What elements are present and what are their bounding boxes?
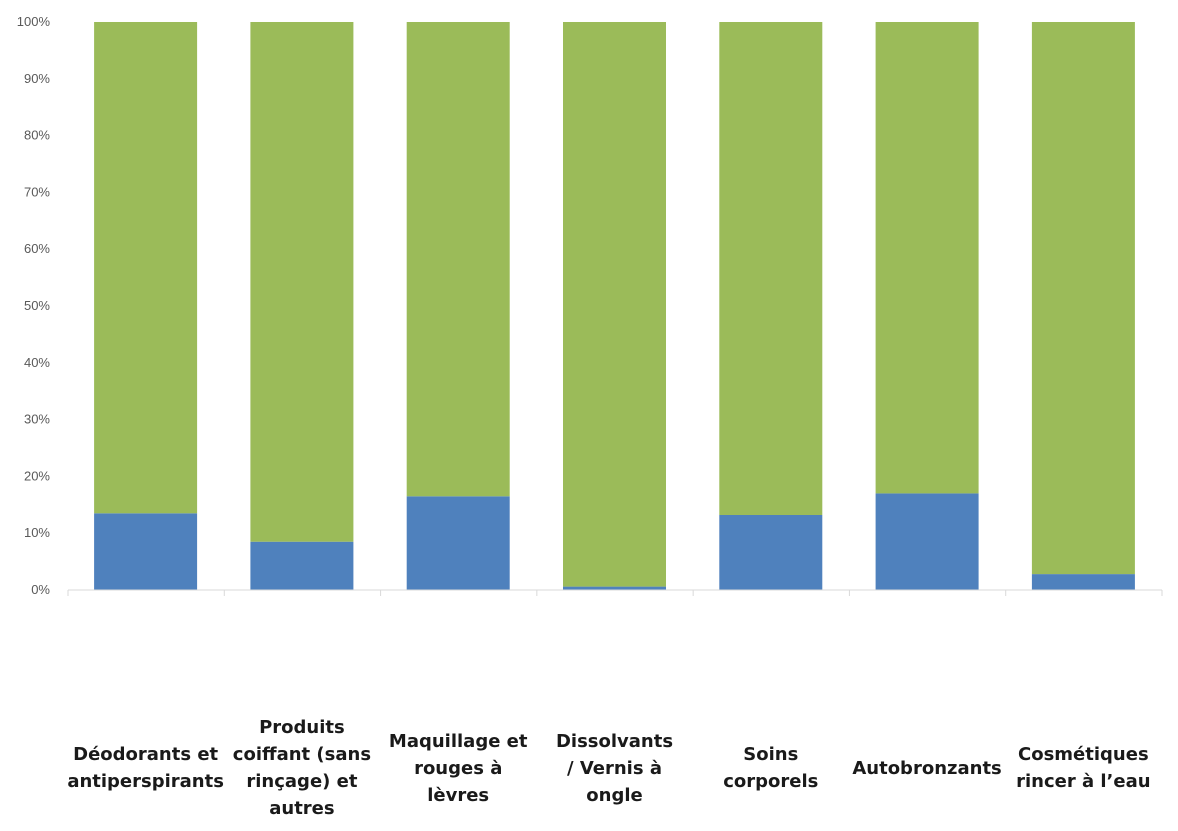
y-tick-label: 30% xyxy=(24,412,50,427)
x-category-label: Dissolvants / Vernis à ongle xyxy=(530,728,700,809)
x-axis-ticks xyxy=(67,590,1163,596)
x-category-label-line: rinçage) et xyxy=(246,771,358,792)
bar-segment-series-1 xyxy=(1031,574,1135,590)
x-category-label-line: antiperspirants xyxy=(67,771,224,792)
x-category-label: Maquillage et rouges à lèvres xyxy=(373,728,543,809)
x-category-label-line: lèvres xyxy=(427,784,490,806)
x-category-label: Déodorants et antiperspirants xyxy=(61,741,231,795)
y-tick-label: 40% xyxy=(24,355,50,370)
y-tick-label: 70% xyxy=(24,184,50,199)
x-category-label-line: Déodorants et xyxy=(73,744,219,765)
y-tick-label: 10% xyxy=(24,525,50,540)
bar-segment-series-1 xyxy=(875,493,979,590)
y-tick-label: 0% xyxy=(31,582,50,597)
bar-segment-series-2 xyxy=(875,22,979,494)
x-category-label-line: Maquillage et xyxy=(388,730,528,752)
bar-segment-series-2 xyxy=(250,22,354,542)
bar-segment-series-2 xyxy=(94,22,198,514)
x-category-label-line: Soins xyxy=(743,744,799,765)
x-category-label-line: Produits xyxy=(259,717,345,738)
x-category-label-line: rincer à l’eau xyxy=(1016,771,1151,792)
x-category-label-line: Autobronzants xyxy=(852,757,1002,779)
x-category-label-line: coiffant (sans xyxy=(232,744,372,765)
bar-segment-series-1 xyxy=(94,513,198,590)
bar-segment-series-1 xyxy=(563,586,666,590)
bar-segment-series-1 xyxy=(719,515,823,590)
x-category-label: Cosmétiques rincer à l’eau xyxy=(998,741,1168,795)
bar-segment-series-2 xyxy=(406,22,510,497)
x-category-label-line: Dissolvants xyxy=(555,730,674,752)
x-category-label-line: / Vernis à xyxy=(567,757,662,779)
bar-segment-series-2 xyxy=(563,22,666,587)
x-category-label-line: rouges à xyxy=(414,757,503,779)
x-category-label-line: autres xyxy=(269,798,335,819)
x-category-label: Autobronzants xyxy=(842,755,1012,782)
x-category-label: Produits coiffant (sans rinçage) et autres xyxy=(217,714,387,822)
y-tick-label: 50% xyxy=(24,298,50,313)
y-tick-label: 20% xyxy=(24,468,50,483)
y-tick-label: 80% xyxy=(24,128,50,143)
bar-segment-series-2 xyxy=(719,22,823,515)
bars xyxy=(94,22,1135,590)
bar-segment-series-1 xyxy=(406,496,510,590)
y-tick-label: 60% xyxy=(24,241,50,256)
y-tick-label: 100% xyxy=(17,14,51,29)
x-category-label-line: Cosmétiques xyxy=(1018,744,1149,765)
y-axis-tick-labels: 0% 10% 20% 30% 40% 50% 60% 70% 80% 90% 100% xyxy=(17,14,51,597)
x-category-label-line: corporels xyxy=(723,771,819,792)
x-category-label-line: ongle xyxy=(586,784,643,806)
bar-segment-series-1 xyxy=(250,541,354,590)
y-tick-label: 90% xyxy=(24,71,50,86)
x-category-label: Soins corporels xyxy=(686,741,856,795)
bar-segment-series-2 xyxy=(1031,22,1135,575)
